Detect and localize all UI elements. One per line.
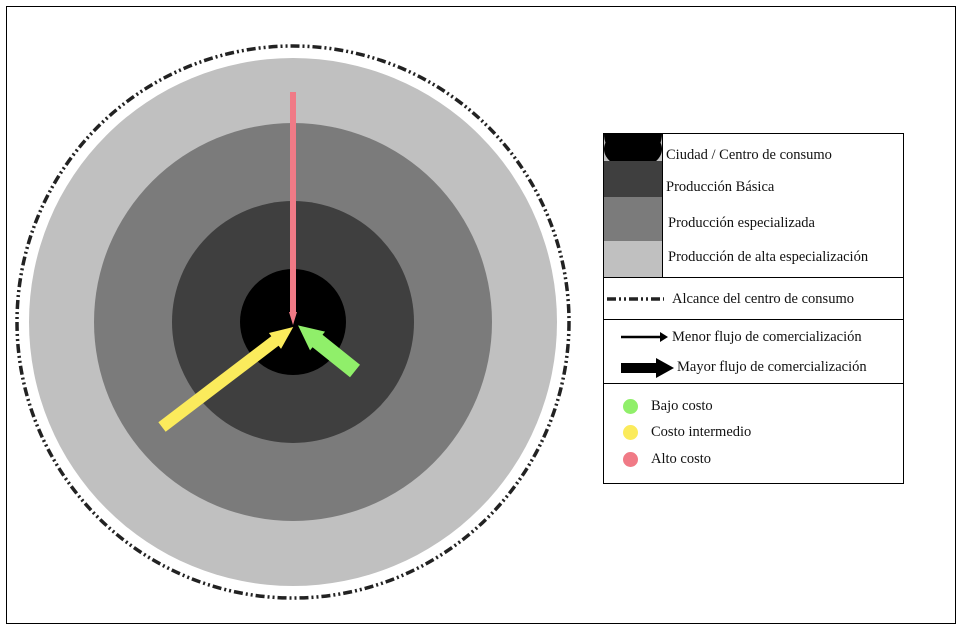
intermediate-cost-dot-icon <box>623 425 638 440</box>
swatch-high <box>604 241 662 277</box>
swatch-specialized <box>604 197 662 241</box>
legend-zone-city: Ciudad / Centro de consumo <box>666 147 832 163</box>
intermediate-cost-flow-arrow <box>158 327 294 432</box>
swatch-basic <box>604 161 662 197</box>
legend-reach-section: Alcance del centro de consumo <box>604 278 903 320</box>
legend-cost-intermediate: Costo intermedio <box>651 424 752 440</box>
low-cost-flow-arrow <box>298 325 361 378</box>
legend-cost-low: Bajo costo <box>651 398 713 414</box>
legend-reach-label: Alcance del centro de consumo <box>672 291 854 307</box>
legend-divider <box>662 134 663 277</box>
legend-zone-basic: Producción Básica <box>666 179 775 195</box>
low-cost-dot-icon <box>623 399 638 414</box>
legend-box: Ciudad / Centro de consumo Producción Bá… <box>603 129 904 484</box>
legend-major-flow: Mayor flujo de comercialización <box>677 359 867 375</box>
legend-minor-flow: Menor flujo de comercialización <box>672 329 862 345</box>
legend-zone-specialized: Producción especializada <box>668 215 815 231</box>
legend-cost-high: Alto costo <box>651 451 712 467</box>
legend-zones-section: Ciudad / Centro de consumo Producción Bá… <box>604 129 903 278</box>
high-cost-dot-icon <box>623 452 638 467</box>
dash-dot-line-icon <box>607 297 664 301</box>
legend-costs-section: Bajo costo Costo intermedio Alto costo <box>604 384 903 484</box>
legend-flows-section: Menor flujo de comercialización Mayor fl… <box>604 320 903 384</box>
flow-arrows-icon <box>621 332 674 378</box>
high-cost-flow-arrow <box>289 92 297 325</box>
legend-zone-high: Producción de alta especialización <box>668 249 869 265</box>
consumption-reach-boundary <box>15 44 571 600</box>
